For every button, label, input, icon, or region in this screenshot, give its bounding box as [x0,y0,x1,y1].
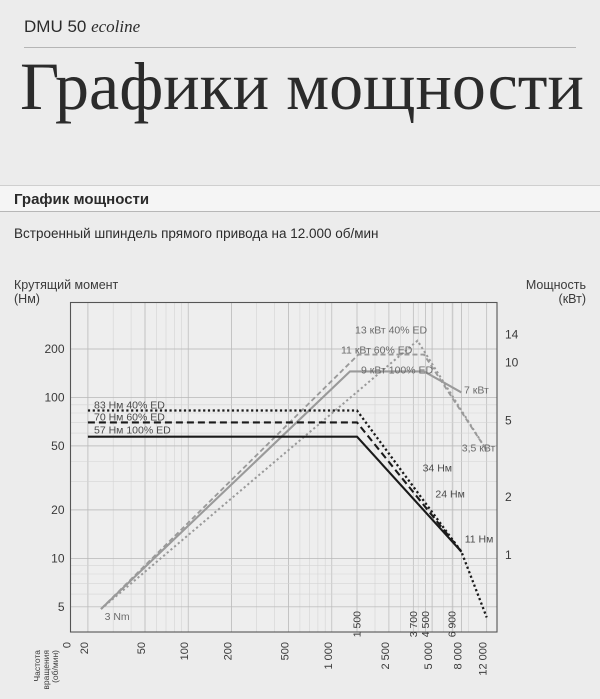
svg-text:1: 1 [505,548,512,562]
svg-text:11 кВт 60% ED: 11 кВт 60% ED [341,344,413,356]
svg-text:20: 20 [51,503,65,517]
svg-text:10: 10 [505,356,519,370]
svg-text:100: 100 [179,642,191,660]
svg-text:(об/мин): (об/мин) [50,650,60,683]
svg-text:50: 50 [51,439,65,453]
svg-text:10: 10 [51,551,65,565]
svg-text:5 000: 5 000 [423,642,435,670]
svg-text:2 500: 2 500 [380,642,392,670]
svg-text:200: 200 [222,642,234,660]
svg-text:3 700: 3 700 [408,611,420,637]
svg-text:70 Нм 60% ED: 70 Нм 60% ED [94,412,165,424]
svg-text:6 900: 6 900 [447,611,459,637]
svg-text:83 Нм 40% ED: 83 Нм 40% ED [94,400,165,412]
svg-text:5: 5 [58,600,65,614]
svg-text:9 кВт 100% ED: 9 кВт 100% ED [361,364,434,376]
svg-text:4 500: 4 500 [420,611,432,637]
svg-text:8 000: 8 000 [452,642,464,670]
svg-text:0: 0 [62,642,74,648]
svg-text:100: 100 [44,390,64,404]
svg-text:1 000: 1 000 [323,642,335,670]
svg-text:1 500: 1 500 [352,611,364,637]
svg-text:57 Нм 100% ED: 57 Нм 100% ED [94,425,171,437]
svg-text:5: 5 [505,414,512,428]
svg-text:500: 500 [280,642,292,660]
svg-text:200: 200 [44,342,64,356]
svg-text:34 Нм: 34 Нм [423,462,452,474]
svg-text:13 кВт 40% ED: 13 кВт 40% ED [355,325,428,337]
svg-text:2: 2 [505,490,512,504]
svg-text:24 Нм: 24 Нм [435,489,464,501]
svg-text:20: 20 [79,642,91,654]
svg-text:11 Нм: 11 Нм [465,533,494,545]
svg-text:14: 14 [505,328,519,342]
svg-text:7 кВт: 7 кВт [464,384,489,396]
svg-text:50: 50 [136,642,148,654]
svg-text:12 000: 12 000 [478,642,490,676]
svg-text:3,5 кВт: 3,5 кВт [462,442,496,454]
svg-text:3 Nm: 3 Nm [105,611,130,623]
